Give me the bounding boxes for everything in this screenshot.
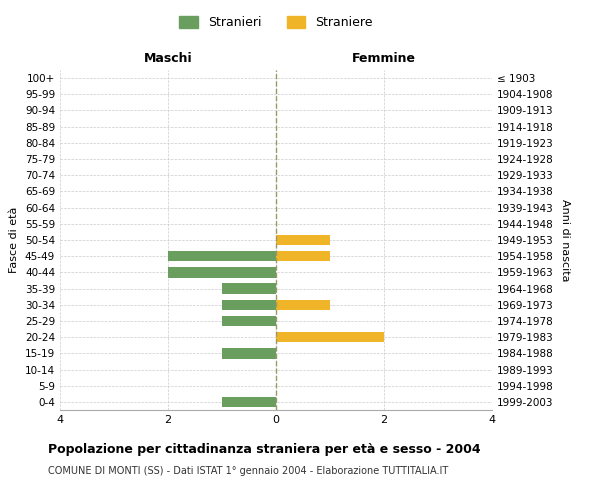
Bar bbox=[222, 396, 276, 407]
Y-axis label: Fasce di età: Fasce di età bbox=[10, 207, 19, 273]
Bar bbox=[168, 251, 276, 262]
Bar bbox=[168, 267, 276, 278]
Text: Popolazione per cittadinanza straniera per età e sesso - 2004: Popolazione per cittadinanza straniera p… bbox=[48, 442, 481, 456]
Bar bbox=[222, 284, 276, 294]
Bar bbox=[222, 348, 276, 358]
Y-axis label: Anni di nascita: Anni di nascita bbox=[560, 198, 570, 281]
Bar bbox=[276, 234, 330, 246]
Bar bbox=[222, 316, 276, 326]
Text: COMUNE DI MONTI (SS) - Dati ISTAT 1° gennaio 2004 - Elaborazione TUTTITALIA.IT: COMUNE DI MONTI (SS) - Dati ISTAT 1° gen… bbox=[48, 466, 448, 476]
Text: Maschi: Maschi bbox=[143, 52, 193, 65]
Bar bbox=[276, 300, 330, 310]
Bar bbox=[276, 251, 330, 262]
Bar bbox=[222, 300, 276, 310]
Legend: Stranieri, Straniere: Stranieri, Straniere bbox=[174, 11, 378, 34]
Text: Femmine: Femmine bbox=[352, 52, 416, 65]
Bar bbox=[276, 332, 384, 342]
